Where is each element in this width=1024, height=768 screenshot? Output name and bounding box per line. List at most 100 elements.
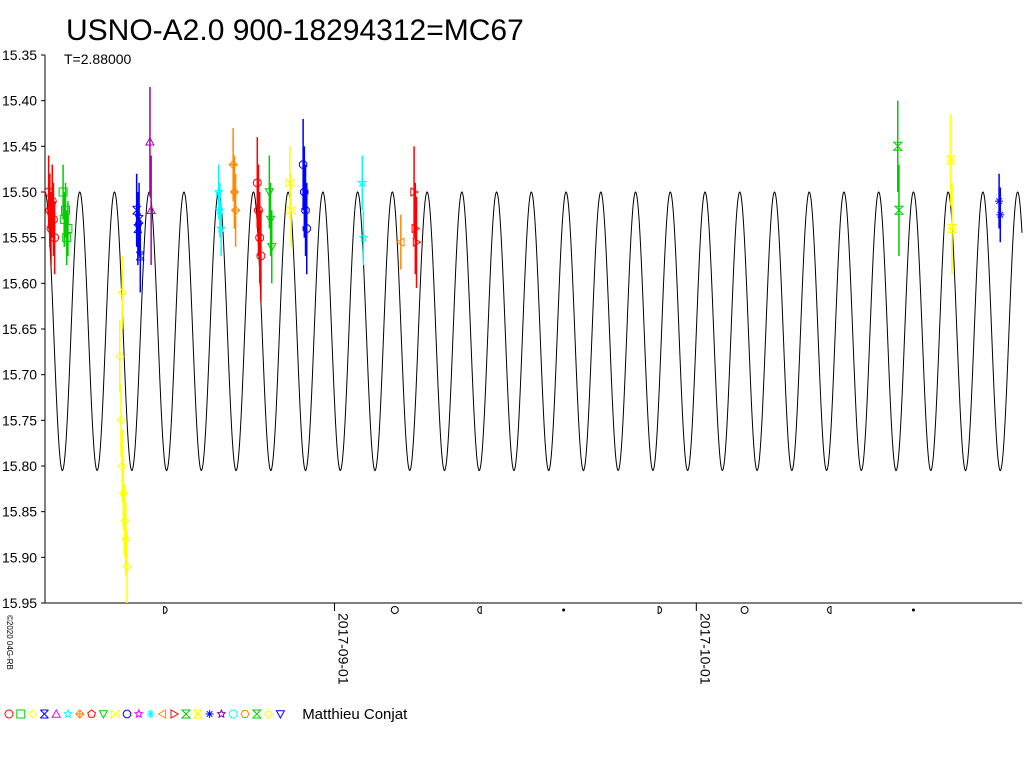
- moon-phase-full: [740, 606, 749, 614]
- data-point: [117, 287, 127, 298]
- series-0: [44, 155, 60, 275]
- data-point: [230, 205, 241, 216]
- y-tick-label: 15.90: [2, 549, 37, 565]
- legend-symbol: [170, 709, 180, 719]
- y-tick-label: 15.50: [2, 184, 37, 200]
- series-9: [285, 146, 296, 247]
- legend-symbol: [216, 708, 227, 719]
- series-14: [892, 100, 905, 256]
- series-6: [228, 128, 241, 247]
- data-point: [946, 224, 958, 233]
- data-point: [145, 136, 155, 146]
- data-point: [122, 561, 132, 572]
- data-point: [50, 233, 60, 243]
- legend-symbol: [110, 708, 120, 720]
- series-3: [132, 173, 145, 293]
- data-point: [58, 187, 68, 197]
- series-15: [945, 114, 958, 275]
- x-axis: 2017-09-01 2017-10-01: [45, 602, 1022, 685]
- data-point: [228, 159, 238, 170]
- data-point: [302, 224, 311, 233]
- data-point: [135, 251, 145, 261]
- legend-symbol: [275, 710, 286, 720]
- data-point: [286, 205, 296, 216]
- y-tick-label: 15.45: [2, 138, 37, 154]
- series-4: [145, 86, 156, 266]
- legend: Matthieu Conjat: [4, 706, 408, 723]
- moon-phase-new: [911, 608, 915, 612]
- moon-phase-new: [562, 608, 566, 612]
- legend-symbol: [263, 709, 274, 719]
- data-point: [48, 214, 58, 224]
- legend-symbol: [122, 709, 132, 719]
- series-10: [298, 118, 311, 275]
- x-tick-label: 2017-09-01: [335, 613, 351, 685]
- legend-symbol: [51, 708, 62, 718]
- y-tick-label: 15.35: [2, 47, 37, 63]
- series-12: [395, 214, 405, 270]
- data-point: [47, 196, 57, 206]
- series-5: [213, 164, 227, 256]
- x-tick-label: 2017-10-01: [697, 613, 713, 685]
- legend-symbol: [240, 710, 250, 718]
- series-2: [115, 255, 132, 603]
- model-curve-path: [44, 191, 1023, 472]
- y-tick-label: 15.85: [2, 504, 37, 520]
- data-point: [395, 237, 405, 248]
- data-point: [253, 205, 263, 215]
- data-point: [216, 223, 227, 233]
- legend-symbol: [75, 709, 85, 719]
- data-point: [229, 187, 240, 197]
- y-tick-label: 15.70: [2, 367, 37, 383]
- legend-symbol: [98, 710, 109, 720]
- moon-phase-full: [390, 606, 399, 614]
- data-point: [266, 243, 277, 252]
- legend-symbol: [251, 709, 263, 719]
- data-point: [214, 205, 225, 215]
- data-point: [996, 210, 1005, 219]
- moon-phases: [163, 605, 915, 615]
- series-16: [995, 173, 1005, 243]
- data-point: [115, 351, 125, 362]
- legend-symbol: [16, 709, 26, 719]
- data-point: [146, 205, 156, 214]
- data-point: [117, 461, 127, 471]
- series-8: [264, 155, 277, 284]
- moon-phase-last-quarter: [827, 605, 832, 615]
- copyright-text: ©2020 04G-RB: [5, 615, 14, 670]
- data-point: [116, 415, 126, 426]
- chart-title: USNO-A2.0 900-18294312=MC67: [66, 14, 524, 47]
- data-point: [119, 516, 130, 526]
- data-point: [357, 177, 368, 188]
- moon-phase-first-quarter: [657, 605, 663, 615]
- legend-symbol: [157, 709, 167, 719]
- data-point: [213, 186, 224, 197]
- y-tick-label: 15.55: [2, 230, 37, 246]
- chart-subtitle: T=2.88000: [64, 51, 132, 67]
- data-point: [893, 205, 905, 215]
- data-point: [61, 205, 71, 215]
- legend-symbol: [40, 709, 49, 719]
- legend-symbol: [228, 709, 238, 719]
- data-point: [252, 178, 262, 188]
- data-points: [44, 86, 1005, 603]
- data-point: [945, 155, 957, 165]
- moon-phase-first-quarter: [163, 605, 168, 615]
- data-point: [63, 224, 73, 234]
- legend-symbol: [146, 710, 155, 718]
- data-point: [265, 215, 276, 225]
- legend-symbol: [180, 709, 192, 719]
- data-point: [411, 223, 421, 234]
- series-7: [252, 137, 266, 302]
- data-point: [892, 141, 904, 151]
- model-curve: [44, 191, 1023, 472]
- legend-symbol: [133, 708, 144, 719]
- data-point: [410, 187, 420, 197]
- moon-phase-last-quarter: [477, 605, 482, 615]
- data-point: [62, 233, 72, 243]
- y-tick-label: 15.40: [2, 93, 37, 109]
- legend-symbol: [205, 710, 214, 718]
- legend-symbol: [192, 709, 204, 719]
- data-point: [121, 534, 131, 544]
